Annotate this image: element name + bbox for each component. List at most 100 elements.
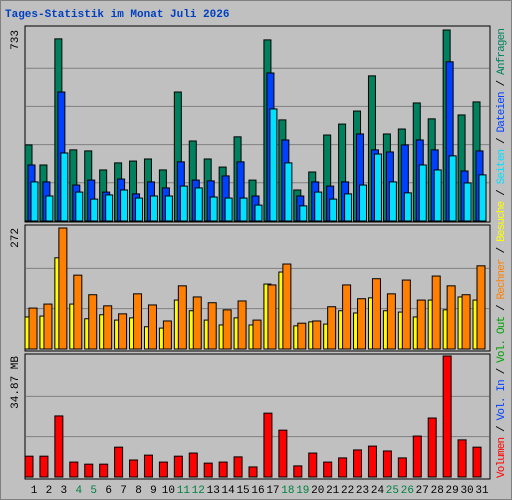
legend-entry: Rechner [496,258,508,299]
legend-separator: / [496,183,508,201]
bar [308,452,318,478]
x-tick-label: 27 [416,485,429,497]
bar [403,192,412,222]
bar [239,197,248,222]
x-tick-label: 25 [386,485,399,497]
bar [209,196,218,222]
bar [60,152,69,222]
bar [472,446,482,478]
bar [203,462,213,478]
bar [412,435,422,478]
legend-separator: / [496,74,508,92]
bar [207,302,217,350]
x-tick-label: 5 [90,485,97,497]
x-tick-label: 10 [162,485,175,497]
x-tick-label: 14 [222,485,236,497]
bar [353,449,363,478]
bar [314,191,323,222]
bar [114,446,124,478]
bar [416,299,426,350]
bar [237,300,247,350]
legend-entry: Vol. Out [496,316,508,363]
x-tick-label: 4 [75,485,82,497]
bar [84,463,94,478]
bar [367,445,377,478]
legend-entry: Volumen [496,437,508,478]
x-tick-label: 30 [460,485,473,497]
bar [118,313,128,350]
bar [463,182,472,222]
bar [54,415,64,478]
bar [147,304,157,350]
x-tick-label: 26 [401,485,414,497]
bar [73,274,83,350]
bar [401,279,411,350]
bar [218,461,228,478]
bar [224,197,233,222]
bar [28,307,38,350]
bar [30,181,39,222]
legend-entry: Dateien [496,91,508,132]
x-tick-label: 11 [177,485,191,497]
bar [431,275,441,350]
bar [24,455,34,478]
bar [105,194,114,222]
bar [99,463,109,478]
bar [254,204,263,222]
bar [397,457,407,478]
bar [162,320,172,350]
bar [433,169,442,222]
x-tick-label: 21 [326,485,340,497]
x-tick-label: 16 [251,485,264,497]
bar [312,320,322,350]
panel [24,353,491,480]
x-tick-label: 15 [236,485,249,497]
y-tick-label: 272 [10,228,22,248]
bar [299,205,308,222]
bar [386,293,396,350]
bar [39,455,49,478]
bar [267,284,277,350]
bar [45,195,54,222]
bar [329,198,338,222]
bar [323,461,333,478]
bar [446,285,456,350]
bar [164,195,173,222]
bar [293,465,303,478]
y-tick-label: 34.87 MB [10,356,22,409]
bar [327,306,337,350]
bar [338,457,348,478]
bar [233,456,243,478]
bar [248,466,258,478]
x-tick-label: 18 [281,485,294,497]
bar [43,303,53,350]
bar [284,162,293,222]
bar [448,155,457,222]
legend-separator: / [496,362,508,380]
bar [278,429,288,478]
x-tick-label: 8 [135,485,142,497]
bar [149,195,158,222]
legend-separator: / [496,420,508,438]
bar [252,319,262,350]
x-tick-label: 7 [120,485,127,497]
bar [143,454,153,478]
bar [179,185,188,222]
bar [90,198,99,222]
legend-separator: / [496,241,508,259]
bar [188,452,198,478]
bar [297,322,307,350]
x-tick-label: 9 [150,485,157,497]
bar [75,191,84,222]
x-tick-label: 3 [61,485,68,497]
bar [373,153,382,222]
bar [269,108,278,222]
bar [69,461,79,478]
bar [344,193,353,222]
x-tick-label: 24 [371,485,385,497]
bar [357,298,367,350]
bar [177,285,187,350]
legend-separator: / [496,132,508,150]
x-tick-label: 19 [296,485,309,497]
bar [388,181,397,222]
